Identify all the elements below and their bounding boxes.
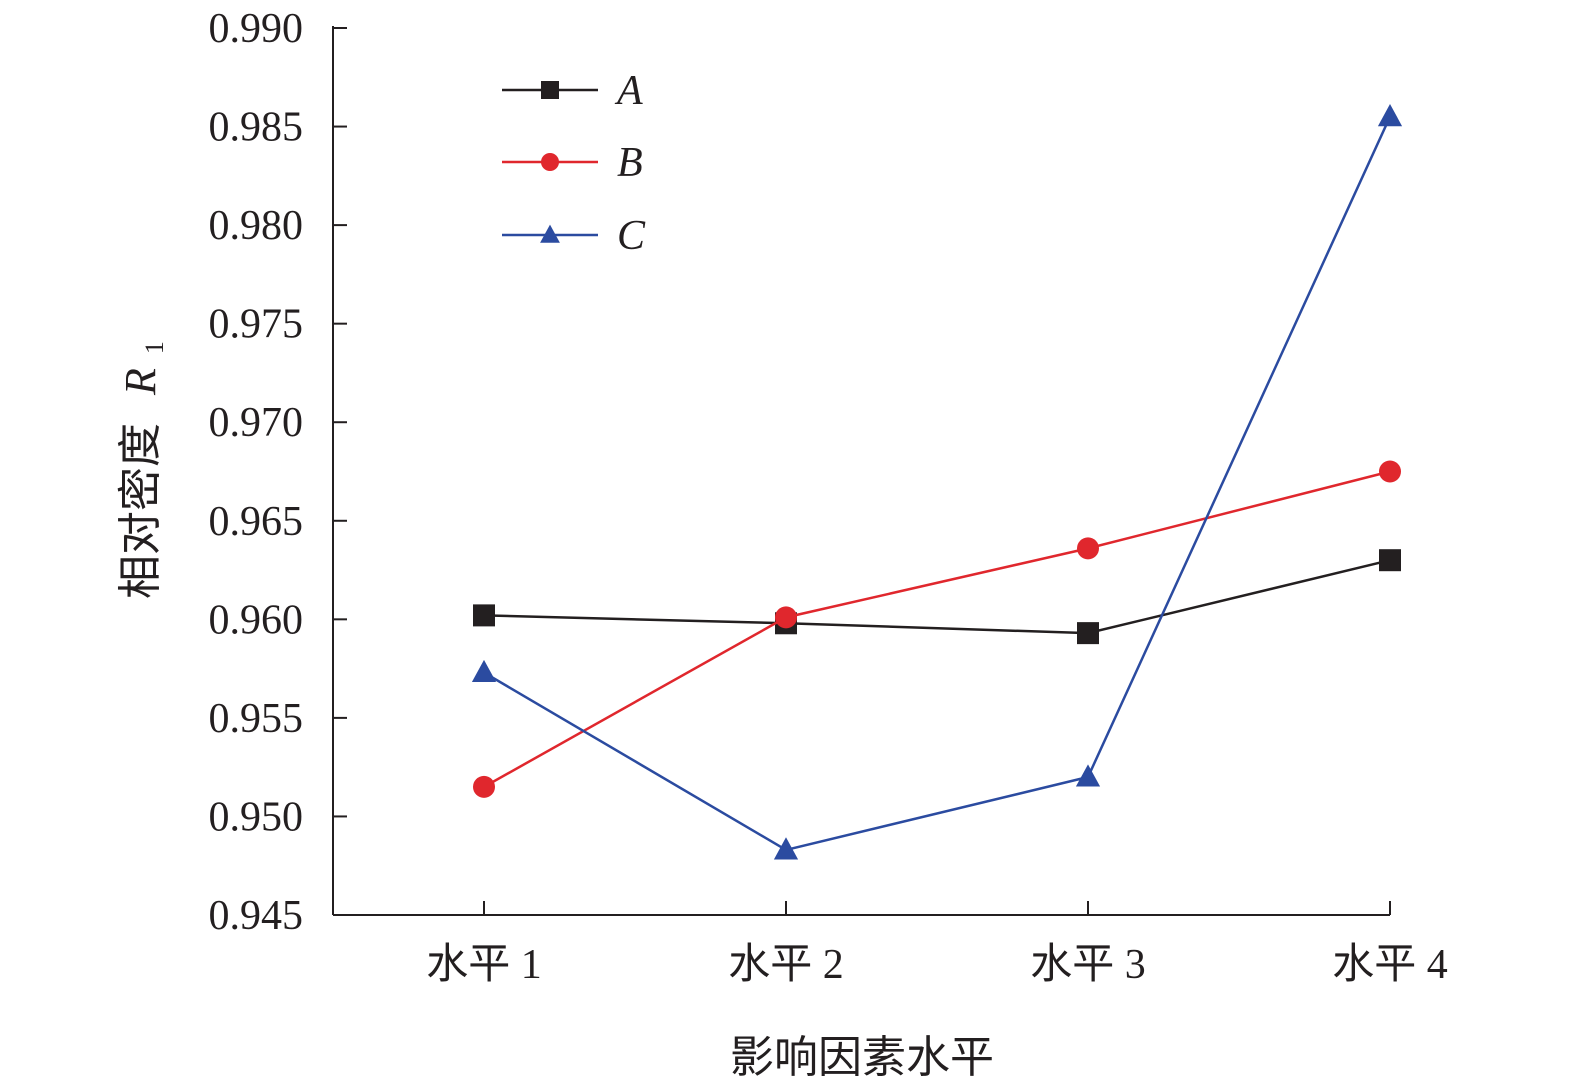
series-line-a [483,558,1391,635]
data-point-c [1377,104,1403,127]
legend-label-a: A [614,68,643,114]
legend-entry-c: C [502,213,646,259]
y-axis-title-text: 相对密度 [115,423,166,599]
data-point-a [1077,622,1099,645]
data-point-b [1077,537,1099,560]
chart-axes: 0.945 0.950 0.955 0.960 0.965 0.970 0.975 0.980… [209,6,1448,988]
y-tick-label: 0.980 [209,203,304,249]
legend-entry-b: B [502,140,643,186]
y-tick-label: 0.950 [209,794,304,840]
y-axis-title-symbol: R [116,368,165,396]
chart-series-layer [471,104,1403,860]
y-tick-label: 0.985 [209,105,304,151]
y-tick-label: 0.970 [209,400,304,446]
series-line-c [483,116,1392,852]
y-axis-title-subscript: 1 [140,341,169,354]
x-tick-label: 水平 3 [1030,942,1146,988]
y-tick-label: 0.975 [209,302,304,348]
data-point-a [1379,549,1401,572]
x-axis-title: 影响因素水平 [730,1032,994,1083]
y-tick-label: 0.945 [209,893,304,939]
y-tick-label: 0.990 [209,6,304,52]
data-point-c [1075,764,1101,787]
data-point-b [775,606,797,629]
legend-entry-a: A [502,68,643,114]
x-tick-label: 水平 4 [1332,942,1448,988]
x-tick-label: 水平 2 [728,942,844,988]
data-point-a [473,604,495,627]
series-c [471,104,1403,860]
y-tick-label: 0.965 [209,499,304,545]
legend-marker-c [540,224,560,243]
series-line-b [483,470,1391,788]
y-axis-title: 相对密度 R 1 [115,341,169,599]
series-b [473,460,1401,798]
data-point-b [1379,460,1401,483]
x-tick-label: 水平 1 [426,942,542,988]
y-tick-label: 0.960 [209,597,304,643]
legend-marker-a [541,81,559,99]
chart-legend: ABC [502,68,646,259]
legend-label-b: B [617,140,643,186]
y-tick-label: 0.955 [209,696,304,742]
legend-label-c: C [617,213,646,259]
data-point-b [473,775,495,798]
data-point-c [471,659,497,683]
series-a [473,549,1401,645]
data-point-c [773,837,799,860]
legend-marker-b [541,153,559,171]
